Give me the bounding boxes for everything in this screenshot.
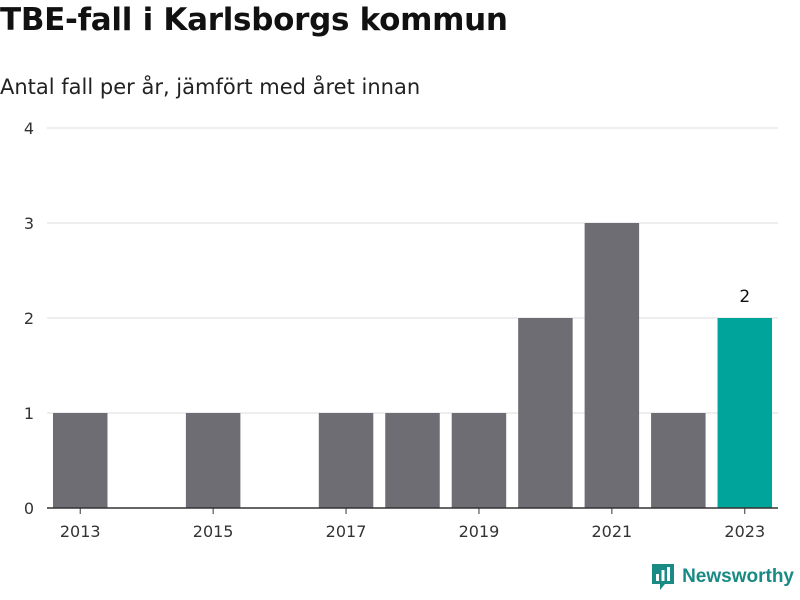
bar — [651, 413, 706, 508]
x-tick-label: 2017 — [326, 522, 367, 541]
y-tick-label: 4 — [24, 119, 34, 138]
chart-subtitle: Antal fall per år, jämfört med året inna… — [0, 75, 421, 99]
y-tick-label: 0 — [24, 499, 34, 518]
data-label: 2 — [739, 287, 750, 307]
x-tick-label: 2021 — [592, 522, 633, 541]
bar — [185, 413, 241, 508]
x-tick-label: 2015 — [193, 522, 234, 541]
bar — [318, 413, 374, 508]
bar — [52, 413, 108, 508]
bar — [584, 223, 640, 508]
bar — [451, 413, 507, 508]
brand-logo: Newsworthy — [650, 562, 794, 592]
x-tick-label: 2019 — [459, 522, 500, 541]
bar — [385, 413, 440, 508]
x-tick-label: 2013 — [60, 522, 101, 541]
bar — [518, 318, 573, 508]
bar — [717, 318, 773, 508]
y-tick-label: 1 — [24, 404, 34, 423]
chart-title: TBE-fall i Karlsborgs kommun — [0, 2, 508, 38]
y-tick-label: 3 — [24, 214, 34, 233]
newsworthy-logo-icon — [652, 564, 675, 590]
x-tick-label: 2023 — [724, 522, 765, 541]
y-tick-label: 2 — [24, 309, 34, 328]
brand-name: Newsworthy — [682, 566, 794, 587]
